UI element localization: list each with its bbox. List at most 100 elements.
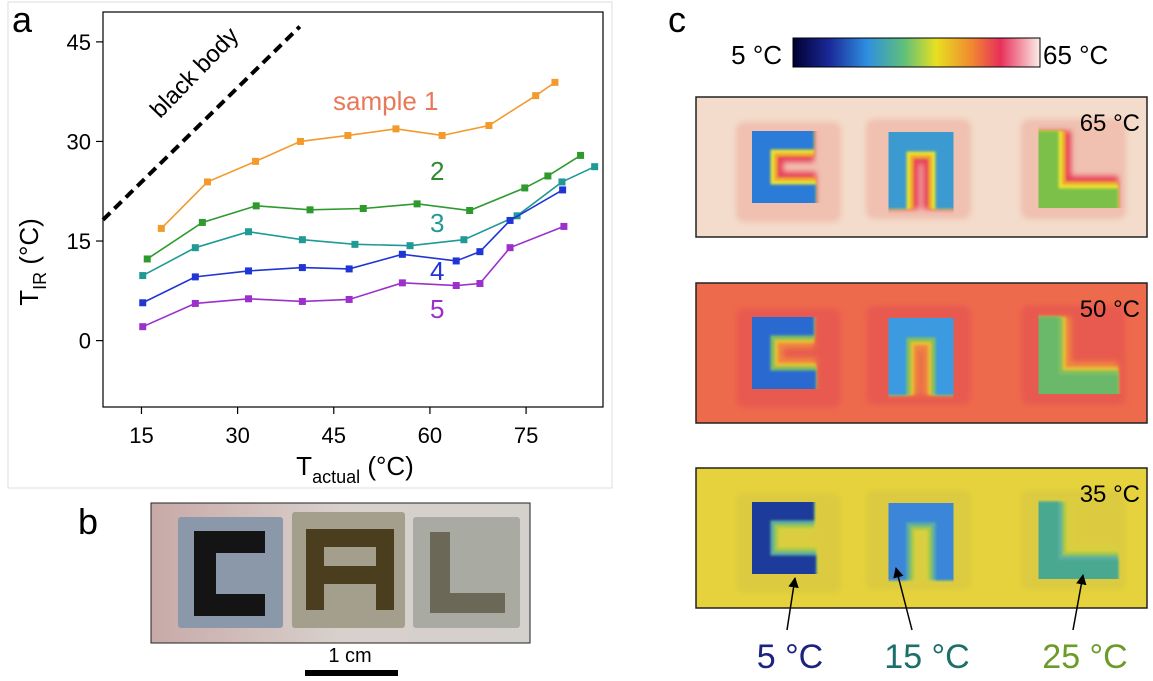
data-point [252,157,260,165]
data-point [506,216,514,224]
y-tick-label: 30 [67,129,91,154]
data-point [252,202,260,210]
x-axis-label-sub: actual [312,467,360,487]
data-point [245,267,253,275]
data-point [452,257,460,265]
x-tick-label: 15 [129,423,153,448]
series-line [142,225,565,328]
x-tick-label: 60 [418,423,442,448]
x-axis-label-main: T [296,451,312,481]
data-point [413,200,421,208]
callout-label: 25 °C [1042,638,1127,676]
data-point [521,184,529,192]
y-axis-label-unit: (°C) [14,218,44,272]
panel-a-background [7,1,613,489]
y-tick-label: 0 [79,329,91,354]
sample-photo [150,502,531,644]
thermal-frame [695,467,1148,609]
x-tick-label: 30 [225,423,249,448]
data-point [345,295,353,303]
data-point [344,131,352,139]
x-axis-label: Tactual (°C) [296,451,414,487]
thermal-images: 65 °C 50 °C 35 °C [695,96,1148,609]
thermal-frame [695,96,1148,238]
data-point [345,265,353,273]
data-point [506,244,514,252]
colorbar-min-label: 5 °C [731,40,782,70]
data-point [191,299,199,307]
colorbar-max-label: 65 °C [1043,40,1108,70]
data-point [551,78,559,86]
data-point [406,242,414,250]
data-point [466,206,474,214]
data-point [203,178,211,186]
y-axis-label: TIR (°C) [14,218,50,306]
series-line [142,189,564,304]
thermal-label: 50 °C [1080,296,1140,323]
thermal-letter [1033,131,1118,214]
panel-label: c [668,0,686,40]
data-point [198,218,206,226]
y-axis-label-main: T [14,290,44,306]
colorbar [792,37,1041,68]
data-point [143,255,151,263]
data-point [544,172,552,180]
thermal-frame [695,282,1148,424]
callout-arrow [1072,573,1087,631]
thermal-letter [881,126,961,209]
scale-bar-label: 1 cm [328,645,371,667]
thermal-letter [881,497,961,580]
thermal-label: 35 °C [1080,481,1140,508]
data-point [560,222,568,230]
data-point [298,236,306,244]
data-point [139,272,147,280]
photo-letter [194,531,265,616]
data-point [306,206,314,214]
data-point [476,280,484,288]
callout-arrow [893,566,913,631]
data-point [298,297,306,305]
data-point [298,264,306,272]
data-point [139,299,147,307]
data-point [438,131,446,139]
data-point [532,92,540,100]
series-line [142,165,596,277]
panel-label: a [12,0,33,40]
data-point [351,240,359,248]
data-point [392,125,400,133]
data-point [452,282,460,290]
photo-letter [306,529,394,610]
thermal-image: 35 °C [695,467,1148,609]
data-point [245,295,253,303]
y-axis-label-sub: IR [30,272,50,290]
data-point [460,236,468,244]
data-point [157,224,165,232]
data-point [559,186,567,194]
thermal-letter [745,310,816,396]
photo-letter [430,532,505,613]
panel-label: b [78,501,98,542]
data-point [558,178,566,186]
thermal-letter [881,312,961,395]
data-point [398,250,406,258]
callout-label: 5 °C [757,638,824,676]
data-point [245,228,253,236]
y-tick-label: 15 [67,229,91,254]
thermal-letter [745,495,816,581]
series-label: 3 [430,208,444,238]
series-label: 4 [430,256,444,286]
data-point [485,122,493,130]
data-point [577,151,585,159]
thermal-letter [1033,502,1118,585]
reference-line [101,25,302,222]
series-label: 2 [430,156,444,186]
x-tick-label: 45 [322,423,346,448]
series-label: sample 1 [333,86,439,116]
series-line [146,154,581,260]
plot-frame [102,11,604,408]
data-point [191,244,199,252]
thermal-letter [745,124,816,210]
data-point [296,137,304,145]
series-line [160,81,556,229]
